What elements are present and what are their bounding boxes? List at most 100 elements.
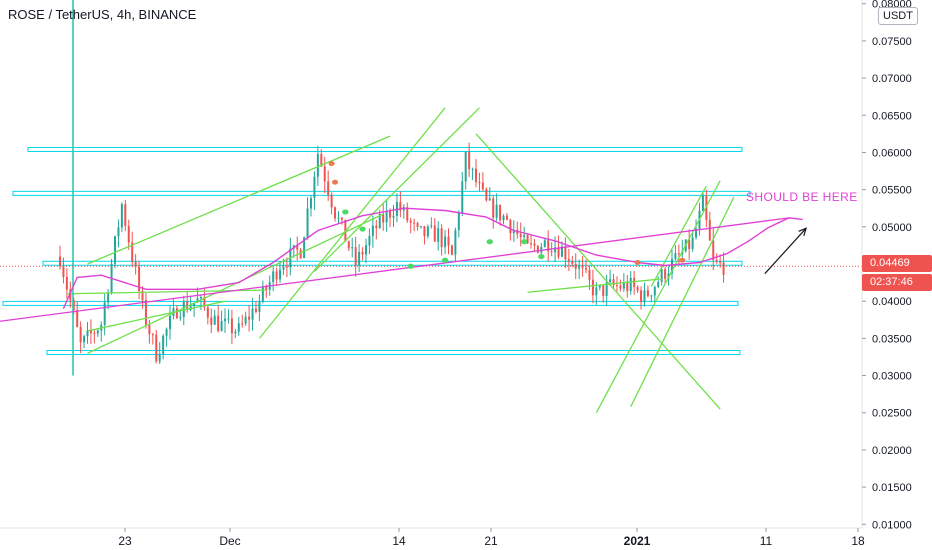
- candle-body: [151, 334, 154, 336]
- candle-body: [237, 323, 240, 332]
- candle-body: [114, 236, 117, 264]
- candle-body: [138, 266, 141, 291]
- candle-body: [433, 225, 436, 242]
- level-line: [46, 349, 741, 355]
- candle-body: [83, 336, 86, 343]
- candle-body: [354, 247, 357, 266]
- level-line: [27, 146, 743, 152]
- candle-body: [543, 240, 546, 247]
- candle-body: [389, 211, 392, 218]
- currency-button[interactable]: USDT: [878, 7, 918, 25]
- candle-body: [719, 261, 722, 263]
- candle-body: [499, 204, 502, 221]
- candle-body: [722, 262, 725, 275]
- candle-body: [440, 228, 443, 248]
- candle-body: [62, 266, 65, 278]
- candle-body: [409, 220, 412, 223]
- moving-average-line: [62, 207, 803, 309]
- candle-body: [124, 204, 127, 227]
- candle-body: [399, 201, 402, 211]
- candle-body: [382, 213, 385, 223]
- candle-body: [488, 198, 491, 201]
- candle-body: [364, 245, 367, 255]
- candle-body: [420, 226, 423, 228]
- trend-line: [650, 185, 707, 287]
- candle-body: [72, 300, 75, 310]
- trend-line: [87, 300, 226, 332]
- level-line: [42, 260, 743, 266]
- x-tick-label: 18: [851, 534, 865, 548]
- candle-body: [337, 217, 340, 219]
- candle-body: [461, 181, 464, 214]
- candle-body: [285, 266, 288, 268]
- candle-body: [323, 166, 326, 182]
- candle-body: [327, 181, 330, 195]
- candle-body: [155, 334, 158, 362]
- candle-body: [557, 247, 560, 257]
- y-tick-label: 0.04000: [872, 296, 912, 308]
- level-line: [2, 300, 739, 306]
- candle-body: [220, 321, 223, 332]
- candle-body: [450, 245, 453, 255]
- candle-body: [230, 318, 233, 334]
- candle-body: [368, 236, 371, 246]
- candle-body: [478, 182, 481, 184]
- candle-body: [148, 324, 151, 335]
- candle-body: [107, 292, 110, 303]
- trend-line: [630, 196, 735, 408]
- green-marker: [359, 226, 366, 232]
- candlesticks: [59, 142, 725, 365]
- candle-body: [265, 286, 268, 290]
- candle-body: [591, 279, 594, 296]
- candle-body: [664, 269, 667, 279]
- arrow-icon: [764, 227, 807, 275]
- candle-body: [244, 316, 247, 324]
- candle-body: [196, 298, 199, 303]
- candle-body: [258, 301, 261, 312]
- x-tick-label: 2021: [624, 534, 651, 548]
- axes: 0.08000 0.07500 0.07000 0.06500 0.06000 0.055…: [0, 0, 912, 548]
- x-tick-label: Dec: [219, 534, 240, 548]
- candle-body: [437, 228, 440, 242]
- candle-body: [65, 277, 68, 290]
- candle-body: [688, 239, 691, 250]
- y-tick-label: 0.01500: [872, 482, 912, 494]
- candle-body: [158, 353, 161, 362]
- x-tick-label: 21: [484, 534, 498, 548]
- candle-body: [141, 290, 144, 301]
- candle-body: [626, 282, 629, 292]
- trend-line: [87, 135, 391, 265]
- candle-body: [413, 222, 416, 224]
- candle-body: [571, 261, 574, 264]
- candle-body: [358, 251, 361, 266]
- candle-body: [361, 251, 364, 255]
- candle-body: [406, 207, 409, 221]
- candle-body: [351, 247, 354, 249]
- candle-body: [134, 261, 137, 267]
- candle-body: [261, 286, 264, 302]
- candle-body: [378, 213, 381, 229]
- candle-body: [471, 168, 474, 170]
- chart-title: ROSE / TetherUS, 4h, BINANCE: [8, 7, 197, 22]
- y-tick-label: 0.02500: [872, 408, 912, 420]
- candle-body: [224, 318, 227, 322]
- candle-body: [444, 236, 447, 248]
- y-tick-label: 0.05000: [872, 222, 912, 234]
- candle-body: [585, 267, 588, 270]
- candle-body: [495, 204, 498, 218]
- last-price-badge: 0.04469: [862, 255, 932, 272]
- arrow-head-icon: [798, 227, 808, 237]
- green-marker: [538, 253, 545, 260]
- trend-line: [258, 107, 446, 339]
- candle-body: [179, 317, 182, 319]
- candle-body: [334, 207, 337, 219]
- candle-body: [536, 245, 539, 253]
- candle-body: [574, 263, 577, 269]
- green-marker: [441, 257, 449, 263]
- candle-body: [619, 285, 622, 289]
- candle-body: [598, 285, 601, 288]
- candle-body: [182, 301, 185, 318]
- candle-body: [241, 323, 244, 325]
- candle-body: [715, 260, 718, 262]
